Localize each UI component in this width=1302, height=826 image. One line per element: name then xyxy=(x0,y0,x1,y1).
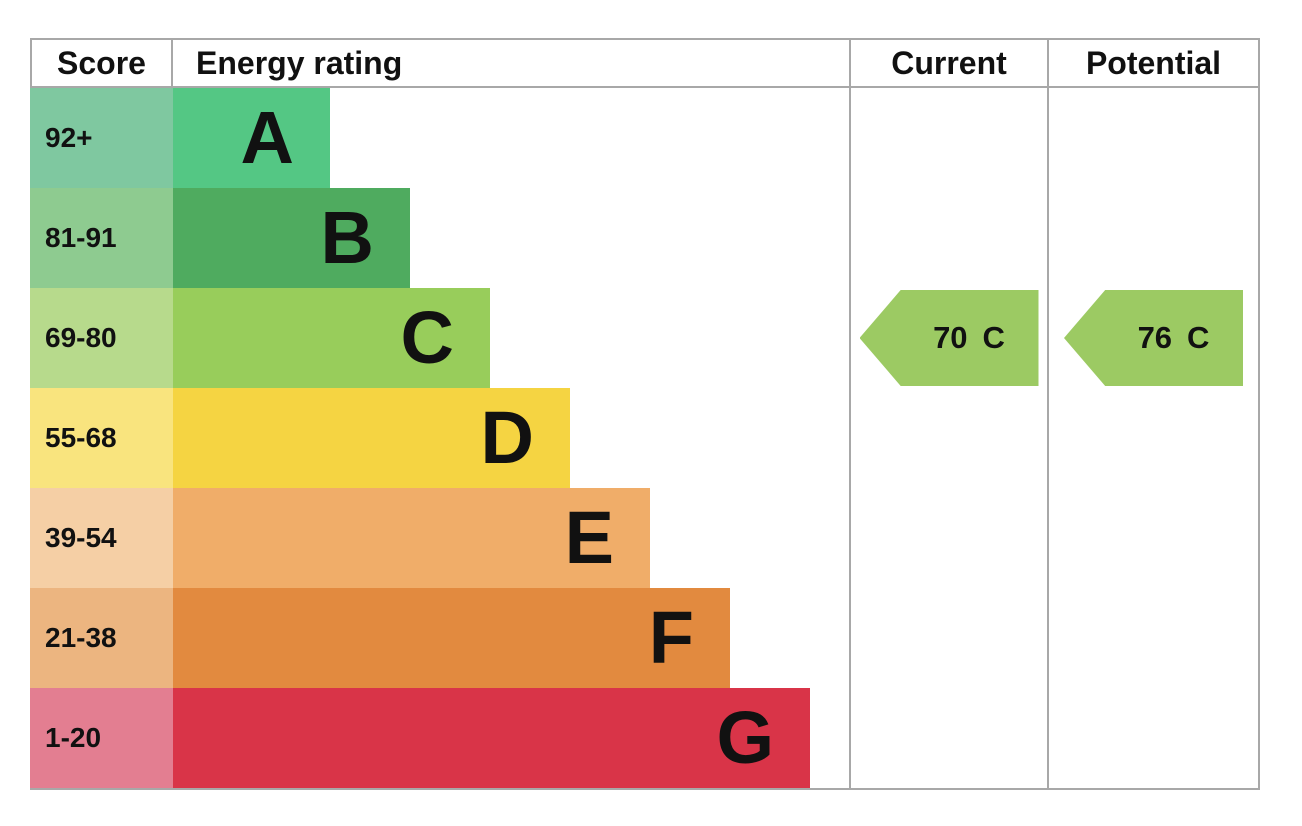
band-row-f: F xyxy=(173,588,849,688)
score-range-g: 1-20 xyxy=(30,688,173,788)
current-cell-d xyxy=(849,388,1049,488)
current-cell-c: 70 C xyxy=(849,288,1049,388)
band-letter-a: A xyxy=(240,96,294,179)
band-bar-d: D xyxy=(173,388,570,488)
score-range-a: 92+ xyxy=(30,88,173,188)
band-bar-f: F xyxy=(173,588,730,688)
potential-cell-a xyxy=(1049,88,1260,188)
band-row-d: D xyxy=(173,388,849,488)
band-row-c: C xyxy=(173,288,849,388)
band-row-e: E xyxy=(173,488,849,588)
potential-cell-d xyxy=(1049,388,1260,488)
band-letter-g: G xyxy=(716,696,774,779)
band-row-b: B xyxy=(173,188,849,288)
band-row-a: A xyxy=(173,88,849,188)
epc-table: Score Energy rating Current Potential 92… xyxy=(30,38,1260,790)
current-rating-value: 70 xyxy=(933,320,968,355)
potential-rating-band: C xyxy=(1187,320,1210,355)
band-row-g: G xyxy=(173,688,849,788)
potential-cell-f xyxy=(1049,588,1260,688)
column-header-score: Score xyxy=(30,40,173,88)
score-range-c: 69-80 xyxy=(30,288,173,388)
band-letter-d: D xyxy=(480,396,534,479)
current-cell-b xyxy=(849,188,1049,288)
current-rating-arrow: 70 C xyxy=(859,290,1039,386)
band-letter-e: E xyxy=(564,496,614,579)
potential-cell-c: 76 C xyxy=(1049,288,1260,388)
band-letter-f: F xyxy=(648,596,694,679)
score-range-f: 21-38 xyxy=(30,588,173,688)
current-rating-band: C xyxy=(982,320,1005,355)
potential-arrow-slot: 76 C xyxy=(1049,288,1258,388)
potential-rating-value: 76 xyxy=(1137,320,1173,355)
band-letter-b: B xyxy=(320,196,374,279)
score-range-e: 39-54 xyxy=(30,488,173,588)
band-bar-e: E xyxy=(173,488,650,588)
band-bar-a: A xyxy=(173,88,330,188)
current-cell-f xyxy=(849,588,1049,688)
potential-cell-g xyxy=(1049,688,1260,788)
current-cell-g xyxy=(849,688,1049,788)
current-arrow-slot: 70 C xyxy=(851,288,1047,388)
column-header-energy-rating: Energy rating xyxy=(173,40,849,88)
band-bar-g: G xyxy=(173,688,810,788)
potential-cell-e xyxy=(1049,488,1260,588)
current-cell-e xyxy=(849,488,1049,588)
column-header-current: Current xyxy=(849,40,1049,88)
band-bar-c: C xyxy=(173,288,490,388)
potential-cell-b xyxy=(1049,188,1260,288)
score-range-d: 55-68 xyxy=(30,388,173,488)
band-letter-c: C xyxy=(400,296,454,379)
potential-rating-arrow: 76 C xyxy=(1064,290,1243,386)
band-bar-b: B xyxy=(173,188,410,288)
column-header-potential: Potential xyxy=(1049,40,1260,88)
score-range-b: 81-91 xyxy=(30,188,173,288)
current-cell-a xyxy=(849,88,1049,188)
